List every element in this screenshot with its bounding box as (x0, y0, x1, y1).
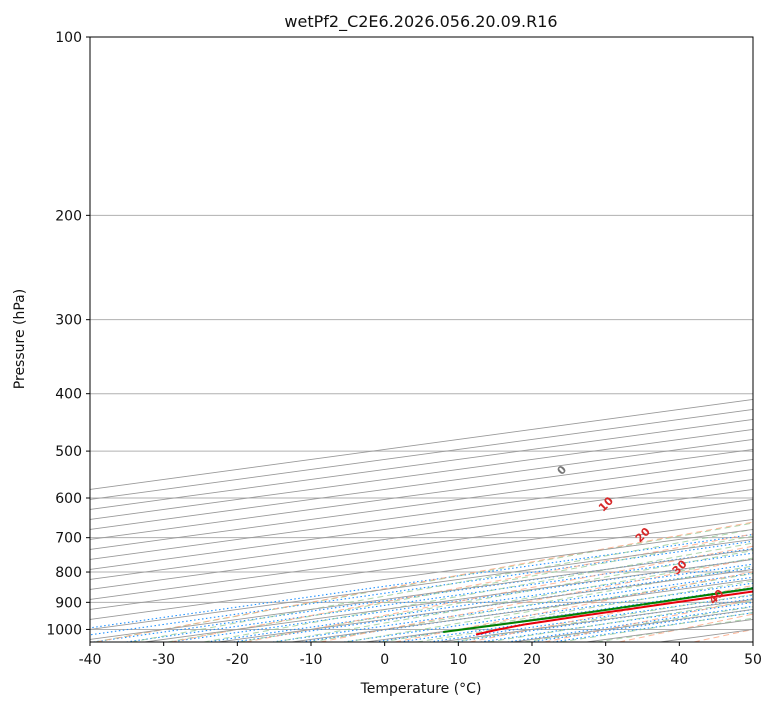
x-tick-label: -20 (226, 652, 249, 668)
x-tick-label: 0 (380, 652, 389, 668)
moist-adiabat-line (94, 522, 753, 642)
mixing-ratio-line (90, 533, 753, 629)
isotherm-line (90, 429, 753, 520)
dry-adiabat-line (170, 533, 753, 642)
isotherm-line (90, 488, 753, 580)
x-tick-label: 30 (597, 652, 615, 668)
x-tick-label: 50 (744, 652, 762, 668)
x-tick-label: 20 (523, 652, 541, 668)
adiabat-label: 10 (596, 494, 616, 514)
y-tick-label: 1000 (46, 622, 82, 638)
y-tick-label: 500 (55, 444, 82, 460)
y-tick-label: 900 (55, 595, 82, 611)
dry-adiabats (96, 37, 775, 642)
x-tick-label: -30 (152, 652, 175, 668)
mixing-ratio-line (429, 594, 753, 642)
x-axis-ticks: -40 -30 -20 -10 0 10 20 30 40 50 (79, 642, 762, 668)
isotherm-line (90, 508, 753, 600)
y-tick-label: 100 (55, 30, 82, 46)
x-tick-label: -40 (79, 652, 102, 668)
plot-area: 0.10.20.40.611.52346810131620253036-100-… (90, 37, 775, 642)
isotherm-line (292, 578, 753, 642)
isotherm-line (90, 399, 753, 490)
y-tick-label: 700 (55, 531, 82, 547)
dry-adiabat-line (395, 571, 753, 642)
isotherm-line (90, 459, 753, 550)
y-tick-label: 600 (55, 491, 82, 507)
isotherm-line (90, 449, 753, 540)
isotherm-line (365, 588, 753, 642)
moist-adiabat-line (381, 580, 753, 642)
isotherm-line (218, 568, 753, 642)
moist-adiabat-line (131, 528, 753, 642)
isotherm-line (90, 468, 753, 560)
pressure-grid (90, 214, 753, 630)
isotherms (90, 399, 753, 642)
y-tick-label: 800 (55, 565, 82, 581)
dewpoint-profile-line (443, 587, 753, 633)
dry-adiabat-line (769, 37, 775, 642)
mixing-ratio-line (343, 582, 753, 642)
isotherm-line (90, 498, 753, 590)
isotherm-line (90, 538, 753, 630)
moist-adiabats (94, 522, 753, 642)
isotherm-line (90, 439, 753, 530)
y-tick-label: 200 (55, 208, 82, 224)
background-line-labels: 0.10.20.40.611.52346810131620253036-100-… (555, 463, 727, 607)
moist-adiabat-line (167, 535, 753, 642)
y-tick-label: 400 (55, 387, 82, 403)
y-axis-ticks: 100 200 300 400 500 600 700 800 900 1000 (46, 30, 90, 638)
dry-adiabat-line (619, 613, 753, 642)
isotherm-line (439, 598, 753, 642)
mixing-ratio-line (507, 605, 753, 642)
isotherm-line (90, 518, 753, 610)
y-tick-label: 300 (55, 313, 82, 329)
x-tick-label: -10 (300, 652, 323, 668)
x-tick-label: 40 (670, 652, 688, 668)
isotherm-line (90, 528, 753, 620)
isotherm-line (144, 558, 753, 642)
y-axis-label: Pressure (hPa) (12, 289, 28, 389)
adiabat-label: 20 (633, 525, 653, 545)
chart-title: wetPf2_C2E6.2026.056.20.09.R16 (284, 12, 557, 32)
isotherm-line (660, 628, 753, 642)
dry-adiabat-line (96, 521, 753, 642)
dry-adiabat-line (245, 545, 753, 642)
dry-adiabat-line (320, 558, 753, 642)
moist-adiabat-line (452, 593, 753, 642)
isotherm-line (90, 548, 753, 640)
x-axis-label: Temperature (°C) (360, 681, 482, 697)
isotherm-line (90, 478, 753, 570)
plot-frame (89, 36, 754, 643)
x-tick-label: 10 (449, 652, 467, 668)
isotherm-line (90, 419, 753, 510)
isotherm-line (90, 409, 753, 500)
